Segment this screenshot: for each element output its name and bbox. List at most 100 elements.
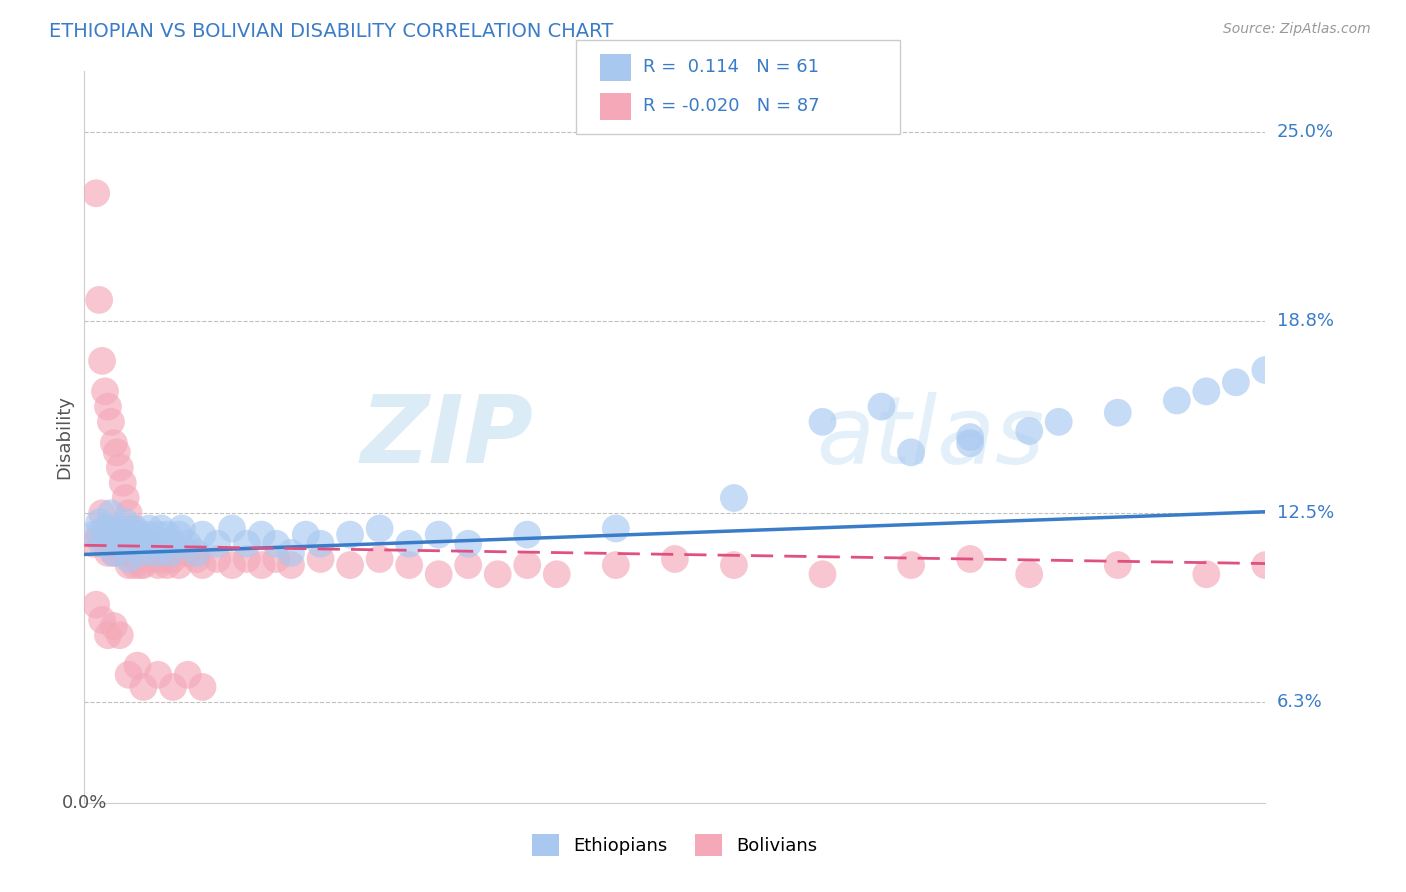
Point [118,552,141,566]
Point [191,558,214,573]
Point [124,527,146,541]
Point [368,521,391,535]
Point [339,527,361,541]
Text: R =  0.114   N = 61: R = 0.114 N = 61 [643,59,818,77]
Point [457,558,479,573]
Point [309,537,332,551]
Point [100,537,122,551]
Point [121,537,143,551]
Point [111,546,134,560]
Text: ZIP: ZIP [360,391,533,483]
Point [114,516,136,530]
Point [114,537,136,551]
Legend: Ethiopians, Bolivians: Ethiopians, Bolivians [524,827,825,863]
Point [127,527,149,541]
Point [121,521,143,535]
Point [664,552,686,566]
Point [105,527,128,541]
Point [121,546,143,560]
Point [84,598,107,612]
Point [82,537,104,551]
Point [111,475,134,490]
Point [457,537,479,551]
Point [295,527,318,541]
Point [427,527,450,541]
Point [1166,393,1188,408]
Point [124,521,146,535]
Point [87,527,111,541]
Point [153,546,176,560]
Point [108,460,131,475]
Point [959,552,981,566]
Point [177,537,200,551]
Point [108,628,131,642]
Point [135,527,157,541]
Point [84,186,107,201]
Point [132,537,155,551]
Point [127,537,149,551]
Point [723,491,745,505]
Point [108,546,131,560]
Point [132,558,155,573]
Point [1195,384,1218,399]
Point [100,415,122,429]
Point [1018,424,1040,438]
Point [723,558,745,573]
Point [280,546,302,560]
Point [97,546,120,560]
Point [266,552,288,566]
Point [207,537,229,551]
Point [118,527,141,541]
Y-axis label: Disability: Disability [55,395,73,479]
Text: 0.0%: 0.0% [62,794,107,812]
Point [398,537,420,551]
Point [97,521,120,535]
Point [91,354,114,368]
Point [1195,567,1218,582]
Point [97,400,120,414]
Point [132,537,155,551]
Point [100,506,122,520]
Point [153,537,176,551]
Point [1018,567,1040,582]
Point [148,667,170,682]
Point [162,537,184,551]
Point [207,552,229,566]
Point [87,516,111,530]
Point [516,527,538,541]
Point [124,558,146,573]
Point [167,527,190,541]
Point [177,667,200,682]
Point [111,537,134,551]
Point [605,521,627,535]
Text: Source: ZipAtlas.com: Source: ZipAtlas.com [1223,22,1371,37]
Point [118,558,141,573]
Point [1047,415,1070,429]
Point [1225,375,1247,389]
Point [959,430,981,444]
Point [129,527,152,541]
Point [129,546,152,560]
Point [159,546,181,560]
Point [605,558,627,573]
Point [186,552,208,566]
Point [132,680,155,694]
Point [97,527,120,541]
Text: 18.8%: 18.8% [1277,312,1333,330]
Point [186,546,208,560]
Point [309,552,332,566]
Point [250,527,273,541]
Point [191,527,214,541]
Point [148,527,170,541]
Point [156,527,179,541]
Point [138,521,160,535]
Text: 6.3%: 6.3% [1277,693,1322,711]
Point [91,506,114,520]
Point [811,567,834,582]
Point [236,552,259,566]
Point [103,436,125,450]
Point [150,552,173,566]
Point [516,558,538,573]
Point [1107,558,1129,573]
Point [959,436,981,450]
